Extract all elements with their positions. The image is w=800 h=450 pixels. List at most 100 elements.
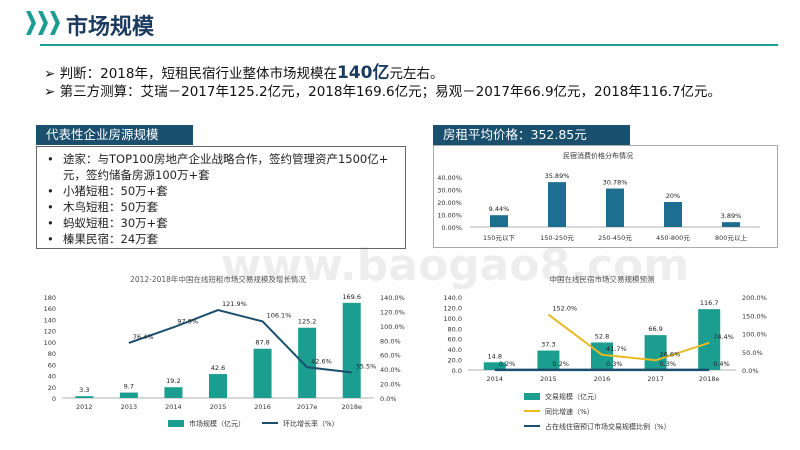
y2-tick-label: 80.0% [380,337,401,345]
y-tick-label: 100 [44,339,56,347]
bar [164,387,183,398]
enterprise-list: 途家：与TOP100房地产企业战略合作，签约管理资产1500亿+元，签约储备房源… [37,147,405,247]
data-label: 20% [666,192,680,200]
watermark: www.baogao8.com [221,240,689,291]
data-label: 152.0% [552,305,577,313]
y-tick-label: 80.0 [448,325,462,333]
x-tick-label: 2013 [121,403,138,411]
y-tick-label: 160 [44,305,56,313]
bar [483,362,506,370]
legend-label: 交易规模（亿元） [545,392,601,401]
x-tick-label: 2018e [699,375,720,383]
y2-tick-label: 200.0% [742,294,767,302]
enterprise-list-box: 途家：与TOP100房地产企业战略合作，签约管理资产1500亿+元，签约储备房源… [36,146,406,249]
x-tick-label: 2016 [594,375,611,383]
y-tick-label: 80 [48,350,56,358]
x-tick-label: 150-250元 [540,234,574,242]
y-tick-label: 140 [44,316,56,324]
bar [722,222,740,227]
bar [253,348,272,398]
data-label: 35.5% [356,362,377,370]
y-tick-label: 0.0 [452,367,462,375]
data-label: 14.8 [488,352,502,360]
x-tick-label: 2016 [254,403,271,411]
y2-tick-label: 40.0% [380,366,401,374]
y-tick-label: 120 [44,328,56,336]
data-label: 3.3 [79,386,89,394]
legend-swatch [524,393,540,400]
bar [644,335,667,370]
y2-tick-label: 120.0% [380,308,405,316]
data-label: 106.1% [267,311,292,319]
legend-label: 同比增速（%） [545,407,594,416]
data-label: 35.89% [545,172,570,180]
data-label: 41.7% [606,345,627,353]
x-tick-label: 2015 [210,403,227,411]
data-label: 0.2% [552,360,569,368]
x-tick-label: 800元以上 [715,233,747,242]
list-item: 蚂蚁短租：30万+套 [45,215,405,231]
y-tick-label: 40.00% [437,174,462,182]
series-line [547,313,710,362]
chart-title: 2012-2018年中国在线短租市场交易规模及增长情况 [130,274,306,284]
x-tick-label: 150元以下 [483,234,515,242]
data-label: 42.6% [311,357,332,365]
y2-tick-label: 100.0% [380,323,405,331]
x-tick-label: 2015 [540,375,557,383]
bar [490,215,508,227]
bar [298,327,317,398]
legend-swatch [168,420,184,427]
data-label: 0.2% [499,360,516,368]
list-item: 途家：与TOP100房地产企业战略合作，签约管理资产1500亿+元，签约储备房源… [45,151,405,183]
x-tick-label: 2018e [341,403,362,411]
list-item: 木鸟短租：50万套 [45,199,405,215]
bar [342,302,361,398]
data-label: 9.44% [489,205,510,213]
bullet-2: ➢ 第三方测算：艾瑞－2017年125.2亿元，2018年169.6亿元；易观－… [44,84,722,100]
y-tick-label: 20.00% [437,199,462,207]
chart-title: 民宿消费价格分布情况 [563,151,633,160]
enterprise-tag: 代表性企业房源规模 [36,125,193,145]
bar [606,188,624,227]
y2-tick-label: 100.0% [742,331,767,339]
data-label: 0.3% [660,360,677,368]
y-tick-label: 120.0 [443,304,462,312]
y-tick-label: 60 [48,361,56,369]
data-label: 3.89% [721,212,742,220]
data-label: 97.9% [177,317,198,325]
y-tick-label: 0 [52,395,56,403]
list-item: 小猪短租：50万+套 [45,183,405,199]
legend-label: 市场规模（亿元） [189,419,245,428]
x-tick-label: 250-450元 [598,234,632,242]
data-label: 121.9% [222,300,247,308]
bar [591,342,613,370]
data-label: 0.3% [606,360,623,368]
y2-tick-label: 140.0% [380,294,405,302]
bar [537,350,560,370]
data-label: 87.8 [255,339,269,347]
x-tick-label: 2014 [487,375,504,383]
x-tick-label: 2012 [76,403,93,411]
bar [698,309,721,370]
header-divider [40,44,778,46]
y-tick-label: 20.0 [448,357,462,365]
data-label: 125.2 [298,318,317,326]
data-label: 42.6 [211,364,225,372]
y2-tick-label: 60.0% [380,352,401,360]
bar [209,374,227,398]
y-tick-label: 60.0 [448,336,462,344]
x-tick-label: 2017 [647,375,664,383]
bar [548,182,566,227]
data-label: 52.8 [595,332,609,340]
y-tick-label: 180 [44,294,56,302]
data-label: 30.78% [603,179,628,187]
series-line [128,309,352,374]
data-label: 0.4% [713,360,730,368]
x-tick-label: 2017e [297,403,318,411]
chevron-right-icon [26,11,60,37]
y2-tick-label: 20.0% [380,381,401,389]
data-label: 9.7 [124,383,134,391]
x-tick-label: 2014 [165,403,182,411]
y-tick-label: 100.0 [443,315,462,323]
